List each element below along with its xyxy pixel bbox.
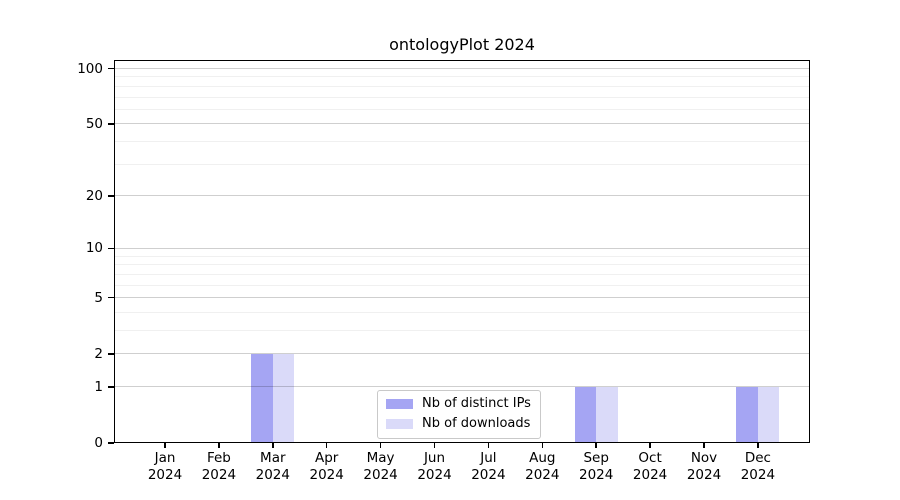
gridline-major-100 xyxy=(114,68,810,69)
gridline-minor-9 xyxy=(114,255,810,257)
x-tick-label-sep-2024: Sep 2024 xyxy=(579,450,614,483)
gridline-major-2 xyxy=(114,353,810,355)
x-tick-mark-nov-2024 xyxy=(703,443,705,448)
gridline-minor-8 xyxy=(114,264,810,266)
y-tick-mark-10 xyxy=(108,247,114,250)
gridline-minor-7 xyxy=(114,273,810,275)
y-tick-label-20: 20 xyxy=(85,187,103,204)
gridline-minor-4 xyxy=(114,311,810,313)
y-tick-label-50: 50 xyxy=(85,115,103,132)
plot-area: Nb of distinct IPs Nb of downloads xyxy=(114,60,810,443)
x-tick-mark-feb-2024 xyxy=(218,443,220,448)
legend-row-nb-of-distinct-ips: Nb of distinct IPs xyxy=(386,396,531,412)
gridline-minor-40 xyxy=(114,141,810,143)
y-tick-mark-5 xyxy=(108,296,114,299)
gridline-minor-6 xyxy=(114,284,810,286)
x-tick-mark-dec-2024 xyxy=(757,443,759,448)
y-tick-label-10: 10 xyxy=(85,240,103,257)
x-tick-label-jul-2024: Jul 2024 xyxy=(471,450,506,483)
x-tick-mark-aug-2024 xyxy=(541,443,544,448)
gridline-minor-90 xyxy=(114,76,810,78)
x-tick-label-jan-2024: Jan 2024 xyxy=(147,450,183,483)
bar-nb-of-downloads-dec-2024 xyxy=(757,386,780,443)
legend-swatch-nb-of-downloads xyxy=(386,419,413,429)
x-tick-label-dec-2024: Dec 2024 xyxy=(740,450,776,483)
x-tick-label-oct-2024: Oct 2024 xyxy=(632,450,668,483)
x-tick-mark-oct-2024 xyxy=(649,443,651,448)
y-tick-mark-20 xyxy=(108,195,114,197)
y-tick-mark-2 xyxy=(108,353,114,355)
gridline-major-1 xyxy=(114,386,810,388)
legend-label-nb-of-distinct-ips: Nb of distinct IPs xyxy=(422,396,531,411)
x-tick-mark-jan-2024 xyxy=(164,443,166,448)
gridline-major-10 xyxy=(114,247,810,249)
gridline-minor-30 xyxy=(114,163,810,165)
legend-row-nb-of-downloads: Nb of downloads xyxy=(386,416,531,432)
x-tick-mark-apr-2024 xyxy=(325,443,328,448)
y-tick-label-100: 100 xyxy=(77,60,103,77)
x-tick-label-aug-2024: Aug 2024 xyxy=(525,450,560,483)
x-tick-label-mar-2024: Mar 2024 xyxy=(255,450,290,483)
y-tick-label-5: 5 xyxy=(94,289,103,306)
y-tick-mark-1 xyxy=(108,385,114,388)
x-tick-label-may-2024: May 2024 xyxy=(363,450,398,483)
bar-nb-of-downloads-sep-2024 xyxy=(596,386,618,443)
gridline-major-50 xyxy=(114,123,810,125)
x-tick-label-apr-2024: Apr 2024 xyxy=(309,450,344,483)
y-tick-label-1: 1 xyxy=(94,378,103,395)
x-tick-label-feb-2024: Feb 2024 xyxy=(201,450,237,483)
gridline-minor-3 xyxy=(114,330,810,331)
bar-nb-of-distinct-ips-sep-2024 xyxy=(574,386,597,443)
y-tick-mark-0 xyxy=(108,442,114,444)
y-tick-label-0: 0 xyxy=(94,435,103,451)
chart-title: ontologyPlot 2024 xyxy=(389,35,535,54)
legend-swatch-nb-of-distinct-ips xyxy=(386,399,413,409)
gridline-major-20 xyxy=(114,195,810,197)
x-tick-mark-mar-2024 xyxy=(272,443,274,448)
gridline-minor-60 xyxy=(114,108,810,110)
y-tick-label-2: 2 xyxy=(94,345,103,362)
x-tick-label-jun-2024: Jun 2024 xyxy=(417,450,452,483)
x-tick-mark-jul-2024 xyxy=(487,443,490,448)
x-tick-mark-jun-2024 xyxy=(433,443,436,448)
bar-nb-of-distinct-ips-mar-2024 xyxy=(251,353,273,443)
gridline-major-5 xyxy=(114,297,810,299)
bar-nb-of-distinct-ips-dec-2024 xyxy=(736,386,758,443)
x-tick-label-nov-2024: Nov 2024 xyxy=(686,450,722,483)
gridline-minor-70 xyxy=(114,96,810,98)
x-tick-mark-sep-2024 xyxy=(595,443,597,448)
legend-label-nb-of-downloads: Nb of downloads xyxy=(422,416,531,431)
y-tick-mark-100 xyxy=(108,67,114,70)
bar-nb-of-downloads-mar-2024 xyxy=(272,353,295,443)
x-tick-mark-may-2024 xyxy=(379,443,382,448)
gridline-minor-80 xyxy=(114,85,810,87)
legend: Nb of distinct IPs Nb of downloads xyxy=(377,390,541,439)
y-tick-mark-50 xyxy=(108,123,114,125)
